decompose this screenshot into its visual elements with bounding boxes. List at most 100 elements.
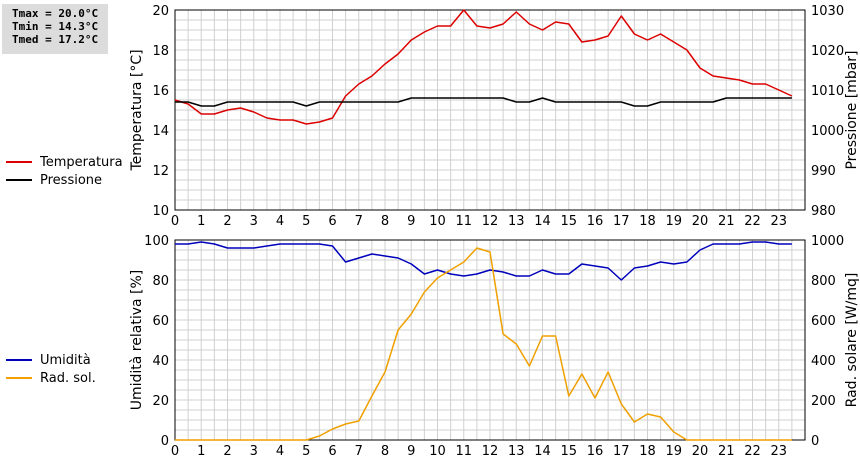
x-tick-label: 16 [587, 214, 604, 229]
y-tick-label-right: 400 [811, 354, 836, 369]
x-tick-label: 10 [429, 444, 446, 459]
y-tick-label-right: 600 [811, 314, 836, 329]
y-tick-label-right: 200 [811, 394, 836, 409]
y-tick-label-left: 20 [152, 4, 169, 19]
legend-item-temperature: Temperatura [6, 153, 123, 171]
legend-item-humidity: Umidità [6, 351, 96, 369]
x-tick-label: 16 [587, 444, 604, 459]
plot-frame [174, 9, 806, 211]
x-tick-label: 9 [407, 214, 415, 229]
x-tick-label: 1 [197, 214, 205, 229]
y-tick-label-left: 40 [152, 354, 169, 369]
x-tick-label: 20 [692, 444, 709, 459]
x-tick-label: 17 [613, 214, 630, 229]
y-tick-label-left: 20 [152, 394, 169, 409]
stats-tmed: Tmed = 17.2°C [12, 33, 99, 46]
x-tick-label: 12 [482, 214, 499, 229]
series-line-umidit [175, 241, 792, 281]
y-axis-label-right: Pressione [mbar] [844, 50, 860, 169]
y-tick-label-left: 60 [152, 314, 169, 329]
x-tick-label: 11 [455, 214, 472, 229]
x-tick-label: 15 [560, 214, 577, 229]
y-tick-label-right: 1000 [811, 234, 844, 249]
x-tick-label: 1 [197, 444, 205, 459]
x-tick-label: 20 [692, 214, 709, 229]
y-tick-label-right: 1020 [811, 44, 844, 59]
legend-top: Temperatura Pressione [6, 153, 123, 189]
y-tick-label-right: 1000 [811, 124, 844, 139]
x-tick-label: 19 [665, 444, 682, 459]
y-axis-label-left: Temperatura [°C] [129, 49, 145, 171]
x-tick-label: 12 [482, 444, 499, 459]
y-tick-label-left: 12 [152, 164, 169, 179]
x-tick-label: 3 [250, 444, 258, 459]
x-tick-label: 18 [639, 444, 656, 459]
x-tick-label: 21 [718, 444, 735, 459]
y-tick-label-left: 14 [152, 124, 169, 139]
x-tick-label: 2 [223, 214, 231, 229]
x-tick-label: 7 [355, 214, 363, 229]
x-tick-label: 11 [455, 444, 472, 459]
series-line-rad-sol [175, 247, 792, 441]
y-tick-label-left: 16 [152, 84, 169, 99]
x-tick-label: 18 [639, 214, 656, 229]
x-tick-label: 3 [250, 214, 258, 229]
x-tick-label: 13 [508, 214, 525, 229]
legend-item-radiation: Rad. sol. [6, 369, 96, 387]
series-line-temperatura [174, 9, 793, 125]
x-tick-label: 4 [276, 214, 284, 229]
y-tick-label-left: 10 [152, 204, 169, 219]
y-tick-label-right: 980 [811, 204, 836, 219]
x-tick-label: 14 [534, 214, 551, 229]
y-tick-label-right: 990 [811, 164, 836, 179]
x-tick-label: 9 [407, 444, 415, 459]
y-axis-label-left: Umidità relativa [%] [129, 270, 145, 411]
x-tick-label: 17 [613, 444, 630, 459]
y-tick-label-right: 1010 [811, 84, 844, 99]
y-tick-label-right: 0 [811, 434, 819, 449]
legend-item-pressure: Pressione [6, 171, 123, 189]
x-tick-label: 15 [560, 444, 577, 459]
legend-label-humidity: Umidità [40, 352, 91, 368]
y-tick-label-right: 800 [811, 274, 836, 289]
x-tick-label: 22 [744, 444, 761, 459]
x-tick-label: 23 [770, 444, 787, 459]
x-tick-label: 6 [328, 214, 336, 229]
y-tick-label-right: 1030 [811, 4, 844, 19]
x-tick-label: 13 [508, 444, 525, 459]
x-tick-label: 10 [429, 214, 446, 229]
x-tick-label: 0 [171, 214, 179, 229]
legend-swatch-pressure [6, 179, 32, 181]
x-tick-label: 2 [223, 444, 231, 459]
y-tick-label-left: 100 [144, 234, 169, 249]
x-tick-label: 0 [171, 444, 179, 459]
x-tick-label: 22 [744, 214, 761, 229]
legend-label-temperature: Temperatura [40, 154, 123, 170]
legend-bottom: Umidità Rad. sol. [6, 351, 96, 387]
stats-tmin: Tmin = 14.3°C [12, 20, 99, 33]
x-tick-label: 14 [534, 444, 551, 459]
legend-label-radiation: Rad. sol. [40, 370, 96, 386]
stats-box: Tmax = 20.0°C Tmin = 14.3°C Tmed = 17.2°… [2, 4, 108, 54]
plot-frame [174, 239, 806, 441]
legend-swatch-radiation [6, 377, 32, 379]
stats-tmax: Tmax = 20.0°C [12, 7, 99, 20]
x-tick-label: 8 [381, 214, 389, 229]
x-tick-label: 19 [665, 214, 682, 229]
x-tick-label: 5 [302, 214, 310, 229]
x-tick-label: 6 [328, 444, 336, 459]
y-tick-label-left: 18 [152, 44, 169, 59]
x-tick-label: 7 [355, 444, 363, 459]
y-tick-label-left: 0 [161, 434, 169, 449]
y-axis-label-right: Rad. solare [W/mq] [844, 273, 860, 408]
x-tick-label: 23 [770, 214, 787, 229]
x-tick-label: 21 [718, 214, 735, 229]
x-tick-label: 4 [276, 444, 284, 459]
legend-swatch-humidity [6, 359, 32, 361]
y-tick-label-left: 80 [152, 274, 169, 289]
series-line-pressione [175, 97, 792, 107]
x-tick-label: 5 [302, 444, 310, 459]
legend-label-pressure: Pressione [40, 172, 103, 188]
legend-swatch-temperature [6, 161, 32, 163]
